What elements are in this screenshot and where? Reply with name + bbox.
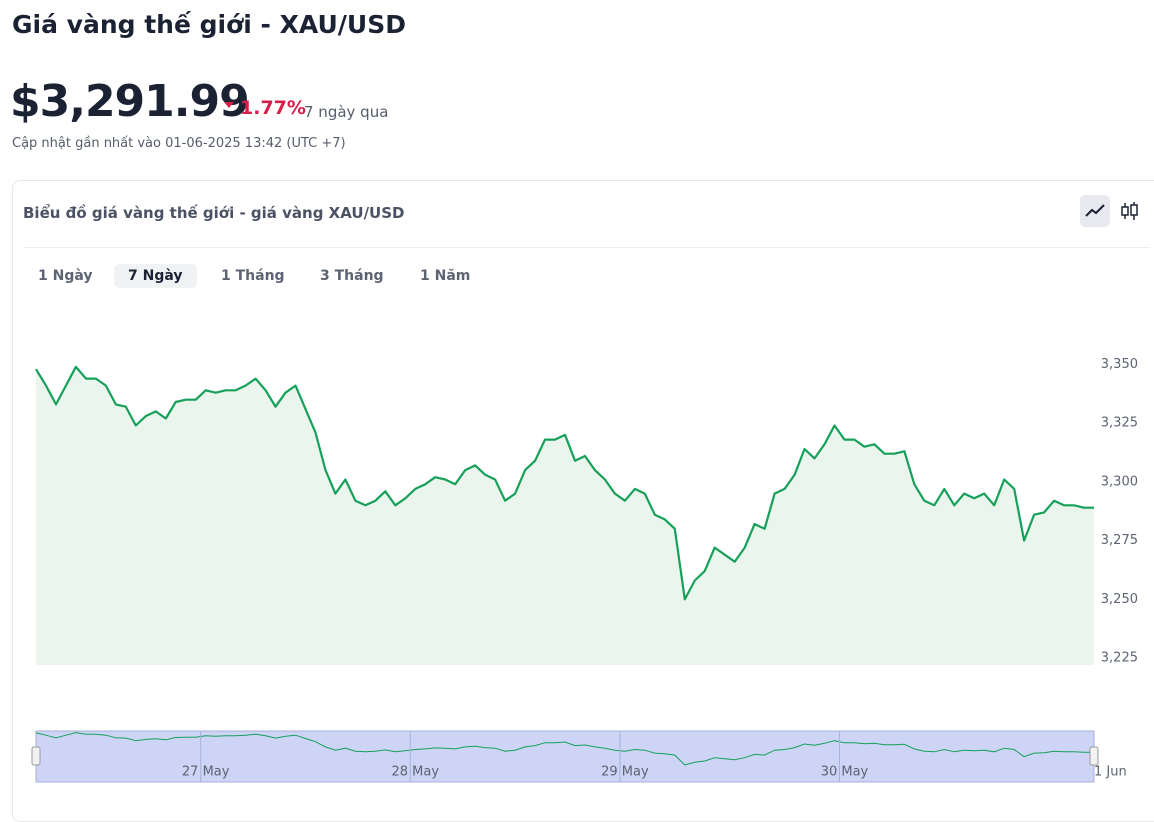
handle-grip [1089, 746, 1099, 766]
line-icon [1085, 204, 1105, 217]
navigator-handle[interactable] [1089, 746, 1099, 766]
y-tick-label: 3,275 [1101, 533, 1138, 548]
chart: 3,225 3,250 3,275 3,300 3,325 3,350 27 May 28 M… [31, 357, 1138, 783]
y-tick-label: 3,225 [1101, 650, 1138, 665]
area-fill [36, 366, 1094, 665]
range-tab[interactable]: 1 Năm [420, 268, 471, 284]
navigator-label: 30 May [821, 765, 869, 780]
separator [24, 247, 1150, 248]
page: Giá vàng thế giới - XAU/USD $3,291.99 1.… [0, 0, 1154, 796]
range-tab[interactable]: 1 Tháng [221, 268, 285, 284]
navigator-label: 28 May [392, 765, 440, 780]
candle-icon [1121, 202, 1138, 220]
y-tick-label: 3,350 [1101, 357, 1138, 372]
range-tab[interactable]: 3 Tháng [320, 268, 384, 284]
line-chart-button[interactable] [1080, 195, 1110, 227]
change-period: 7 ngày qua [304, 103, 389, 121]
range-tab[interactable]: 1 Ngày [38, 268, 93, 284]
navigator-label: 27 May [182, 765, 230, 780]
price-line [35, 365, 1094, 601]
navigator-label: 29 May [601, 765, 649, 780]
page-title: Giá vàng thế giới - XAU/USD [12, 10, 406, 39]
price: $3,291.99 [10, 76, 250, 127]
handle-grip [31, 746, 41, 766]
navigator-line [35, 732, 1094, 766]
update-time: Cập nhật gần nhất vào 01-06-2025 13:42 (… [12, 136, 346, 151]
card-title: Biểu đồ giá vàng thế giới - giá vàng XAU… [23, 204, 405, 222]
navigator-handle[interactable] [31, 746, 41, 766]
range-tab[interactable]: 7 Ngày [114, 264, 197, 288]
y-tick-label: 3,250 [1101, 592, 1138, 607]
navigator-label: 1 Jun [1094, 765, 1127, 780]
candle-chart-button[interactable] [1114, 195, 1144, 227]
price-change: 1.77% [224, 97, 306, 119]
y-tick-label: 3,325 [1101, 416, 1138, 431]
y-tick-label: 3,300 [1101, 474, 1138, 489]
